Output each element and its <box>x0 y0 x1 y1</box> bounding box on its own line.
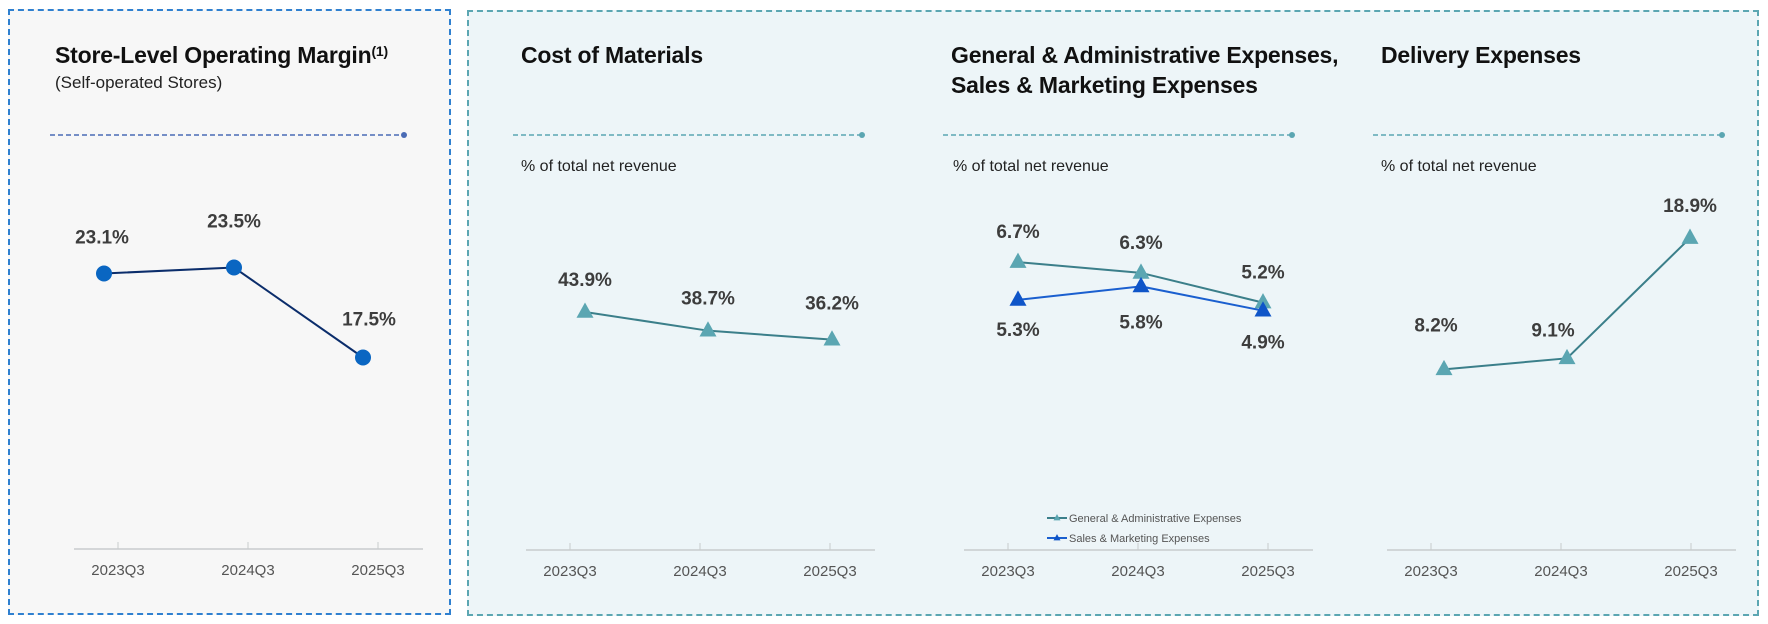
ga-sm-unit-label: % of total net revenue <box>953 158 1109 175</box>
ga_sm-data-point <box>1254 301 1272 317</box>
legend-label: General & Administrative Expenses <box>1069 513 1242 525</box>
ga_sm-data-point <box>1009 252 1027 268</box>
store-margin-panel <box>8 9 451 615</box>
cost-data-label: 36.2% <box>805 294 859 315</box>
ga_sm-data-label: 6.3% <box>1119 233 1162 254</box>
ga_sm-data-label: 4.9% <box>1241 333 1284 354</box>
delivery-data-label: 18.9% <box>1663 196 1717 217</box>
ga_sm-data-point <box>1132 276 1150 293</box>
legend-label: Sales & Marketing Expenses <box>1069 533 1210 545</box>
ga_sm-data-point <box>1132 263 1150 279</box>
ga_sm-data-label: 5.2% <box>1241 263 1284 284</box>
ga_sm-data-label: 5.8% <box>1119 312 1162 333</box>
delivery-data-point <box>1435 359 1453 376</box>
cost-header-divider-dot <box>859 132 865 138</box>
delivery-header-divider-dot <box>1719 132 1725 138</box>
delivery-x-tick-label: 2024Q3 <box>1534 563 1587 580</box>
cost-unit-label: % of total net revenue <box>521 158 677 175</box>
ga_sm-data-label: 5.3% <box>996 320 1039 341</box>
margin-data-point <box>355 349 371 366</box>
cost-data-point <box>823 330 841 346</box>
ga_sm-x-tick-label: 2024Q3 <box>1111 563 1164 580</box>
margin-title: Store-Level Operating Margin(1) <box>55 40 388 70</box>
cost-data-label: 38.7% <box>681 289 735 310</box>
delivery-data-point <box>1681 228 1699 244</box>
margin-data-point <box>226 259 242 276</box>
cost-data-point <box>699 321 717 337</box>
cost-x-tick-label: 2023Q3 <box>543 563 596 580</box>
legend-swatch-marker <box>1053 514 1061 521</box>
margin-data-point <box>96 265 112 282</box>
delivery-data-label: 9.1% <box>1531 320 1574 341</box>
ga-sm-title-line2: Sales & Marketing Expenses <box>951 72 1258 98</box>
cost-data-point <box>576 302 594 318</box>
delivery-data-point <box>1558 348 1576 365</box>
margin-data-label: 17.5% <box>342 310 396 331</box>
ga_sm-data-label: 6.7% <box>996 222 1039 243</box>
margin-x-tick-label: 2025Q3 <box>351 562 404 579</box>
ga_sm-x-tick-label: 2023Q3 <box>981 563 1034 580</box>
margin-x-tick-label: 2023Q3 <box>91 562 144 579</box>
delivery-x-tick-label: 2023Q3 <box>1404 563 1457 580</box>
margin-footnote-ref: (1) <box>371 43 388 59</box>
expenses-panel <box>467 10 1759 616</box>
cost-x-tick-label: 2025Q3 <box>803 563 856 580</box>
ga_sm-x-tick-label: 2025Q3 <box>1241 563 1294 580</box>
margin-x-tick-label: 2024Q3 <box>221 562 274 579</box>
margin-data-label: 23.1% <box>75 228 129 249</box>
margin-title-text: Store-Level Operating Margin <box>55 42 372 68</box>
ga-sm-title-line1: General & Administrative Expenses, <box>951 42 1339 68</box>
delivery-data-label: 8.2% <box>1414 315 1457 336</box>
margin-data-label: 23.5% <box>207 212 261 233</box>
delivery-unit-label: % of total net revenue <box>1381 158 1537 175</box>
ga_sm-header-divider-dot <box>1289 132 1295 138</box>
ga_sm-data-point <box>1254 293 1272 309</box>
cost-data-label: 43.9% <box>558 270 612 291</box>
margin-header-divider-dot <box>401 132 407 138</box>
legend-swatch-marker <box>1053 534 1061 541</box>
delivery-x-tick-label: 2025Q3 <box>1664 563 1717 580</box>
cost-x-tick-label: 2024Q3 <box>673 563 726 580</box>
ga_sm-data-point <box>1009 290 1027 306</box>
cost-title: Cost of Materials <box>521 42 703 68</box>
margin-subtitle: (Self-operated Stores) <box>55 73 223 92</box>
delivery-title: Delivery Expenses <box>1381 42 1581 68</box>
margin-series-line-0 <box>103 266 364 359</box>
